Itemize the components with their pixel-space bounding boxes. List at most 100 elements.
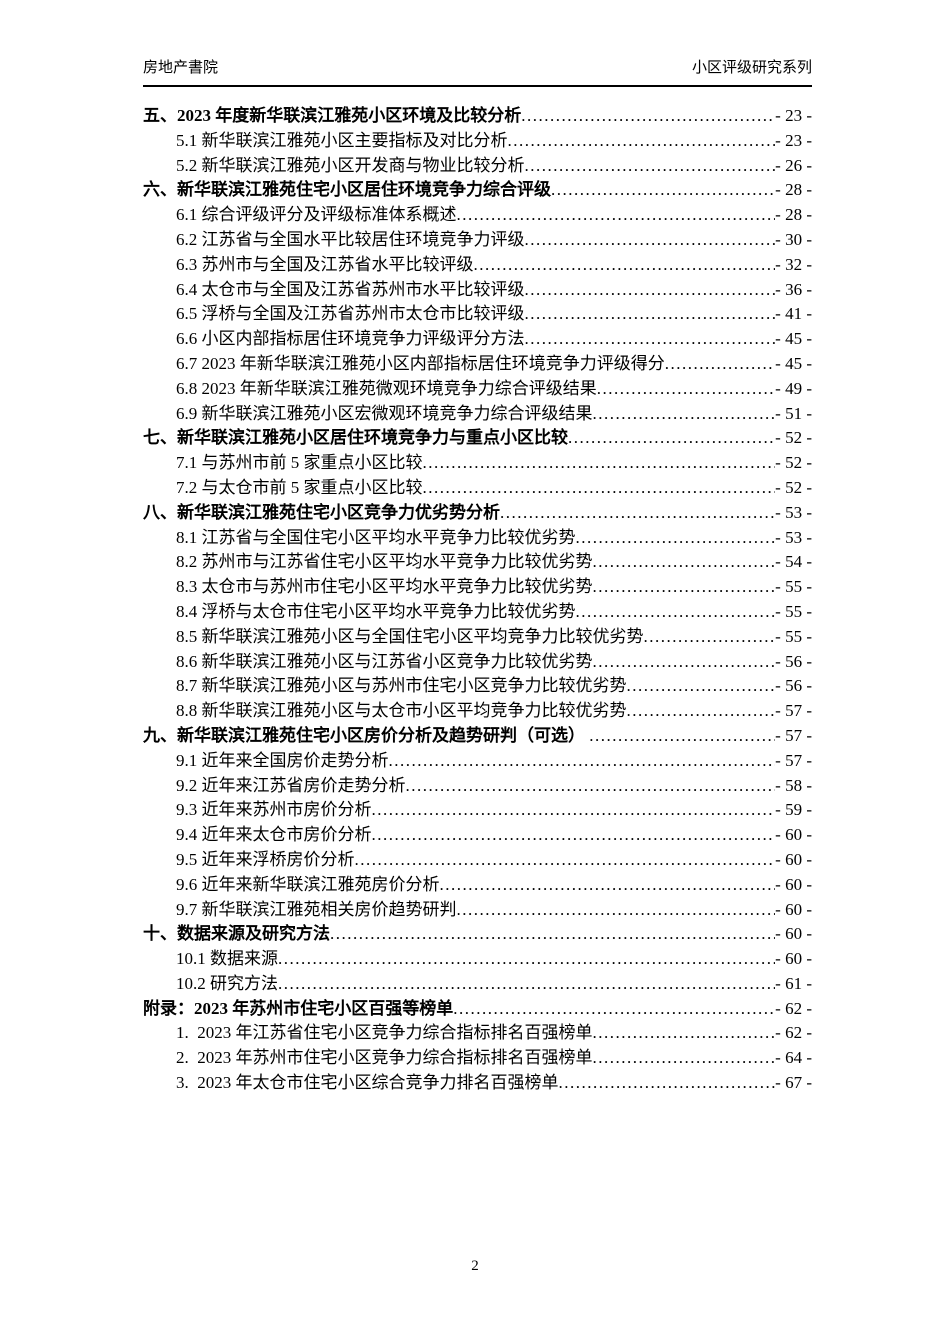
- toc-entry: 8.5 新华联滨江雅苑小区与全国住宅小区平均竞争力比较优劣势 - 55 -: [143, 625, 812, 650]
- toc-entry-leader-dots: [423, 451, 776, 476]
- toc-entry-label: 9.3 近年来苏州市房价分析: [176, 800, 372, 820]
- header-left-title: 房地产書院: [143, 60, 219, 76]
- toc-entry-page-number: - 55 -: [775, 577, 812, 597]
- toc-entry-label: 八、新华联滨江雅苑住宅小区竞争力优劣势分析: [143, 502, 500, 522]
- toc-entry-leader-dots: [593, 1021, 776, 1046]
- toc-entry-leader-dots: [453, 997, 775, 1022]
- toc-entry-label: 6.3 苏州市与全国及江苏省水平比较评级: [176, 254, 474, 274]
- footer-page-number: 2: [471, 1258, 479, 1274]
- toc-entry: 附录：2023 年苏州市住宅小区百强等榜单 - 62 -: [143, 997, 812, 1022]
- toc-entry: 8.1 江苏省与全国住宅小区平均水平竞争力比较优劣势 - 53 -: [143, 526, 812, 551]
- toc-entry-leader-dots: [372, 798, 776, 823]
- toc-entry-label: 6.5 浮桥与全国及江苏省苏州市太仓市比较评级: [176, 304, 525, 324]
- toc-entry-page-number: - 53 -: [775, 502, 812, 522]
- toc-entry: 6.1 综合评级评分及评级标准体系概述 - 28 -: [143, 203, 812, 228]
- toc-entry-page-number: - 28 -: [775, 180, 812, 200]
- toc-entry-page-number: - 52 -: [775, 453, 812, 473]
- toc-entry-leader-dots: [440, 873, 776, 898]
- toc-entry-label: 10.2 研究方法: [176, 973, 278, 993]
- toc-entry-page-number: - 54 -: [775, 552, 812, 572]
- toc-entry-leader-dots: [644, 625, 776, 650]
- toc-entry-page-number: - 60 -: [775, 825, 812, 845]
- toc-entry-page-number: - 57 -: [775, 750, 812, 770]
- header-right-title: 小区评级研究系列: [691, 60, 812, 76]
- toc-entry-leader-dots: [627, 674, 776, 699]
- toc-entry-leader-dots: [525, 302, 776, 327]
- toc-entry-leader-dots: [500, 501, 775, 526]
- toc-entry-label: 6.8 2023 年新华联滨江雅苑微观环境竞争力综合评级结果: [176, 378, 597, 398]
- toc-entry: 6.3 苏州市与全国及江苏省水平比较评级 - 32 -: [143, 253, 812, 278]
- toc-entry-label: 8.8 新华联滨江雅苑小区与太仓市小区平均竞争力比较优劣势: [176, 701, 627, 721]
- toc-entry-label: 9.7 新华联滨江雅苑相关房价趋势研判: [176, 899, 457, 919]
- toc-entry-leader-dots: [372, 823, 776, 848]
- toc-entry-page-number: - 45 -: [775, 329, 812, 349]
- toc-entry-leader-dots: [576, 526, 776, 551]
- toc-list: 五、2023 年度新华联滨江雅苑小区环境及比较分析 - 23 - 5.1 新华联…: [143, 104, 812, 1096]
- toc-entry-leader-dots: [355, 848, 776, 873]
- toc-entry-label: 1. 2023 年江苏省住宅小区竞争力综合指标排名百强榜单: [176, 1023, 593, 1043]
- toc-entry-page-number: - 28 -: [775, 205, 812, 225]
- toc-entry: 10.2 研究方法 - 61 -: [143, 972, 812, 997]
- toc-entry-label: 6.7 2023 年新华联滨江雅苑小区内部指标居住环境竞争力评级得分: [176, 353, 665, 373]
- toc-entry-leader-dots: [589, 724, 775, 749]
- toc-entry-leader-dots: [525, 327, 776, 352]
- toc-entry: 7.1 与苏州市前 5 家重点小区比较 - 52 -: [143, 451, 812, 476]
- toc-entry-leader-dots: [559, 1071, 776, 1096]
- toc-entry-page-number: - 32 -: [775, 254, 812, 274]
- toc-entry: 6.8 2023 年新华联滨江雅苑微观环境竞争力综合评级结果 - 49 -: [143, 377, 812, 402]
- toc-entry-label: 9.5 近年来浮桥房价分析: [176, 849, 355, 869]
- toc-entry: 五、2023 年度新华联滨江雅苑小区环境及比较分析 - 23 -: [143, 104, 812, 129]
- toc-entry: 八、新华联滨江雅苑住宅小区竞争力优劣势分析 - 53 -: [143, 501, 812, 526]
- toc-entry: 七、新华联滨江雅苑小区居住环境竞争力与重点小区比较 - 52 -: [143, 426, 812, 451]
- toc-entry-label: 8.5 新华联滨江雅苑小区与全国住宅小区平均竞争力比较优劣势: [176, 626, 644, 646]
- toc-entry-page-number: - 52 -: [775, 428, 812, 448]
- toc-entry-page-number: - 62 -: [775, 1023, 812, 1043]
- toc-entry-page-number: - 23 -: [775, 130, 812, 150]
- toc-entry-page-number: - 30 -: [775, 229, 812, 249]
- page-header: 房地产書院 小区评级研究系列: [143, 58, 812, 87]
- toc-entry: 六、新华联滨江雅苑住宅小区居住环境竞争力综合评级 - 28 -: [143, 178, 812, 203]
- toc-entry-label: 8.2 苏州市与江苏省住宅小区平均水平竞争力比较优劣势: [176, 552, 593, 572]
- toc-entry-label: 6.1 综合评级评分及评级标准体系概述: [176, 205, 457, 225]
- toc-entry: 9.5 近年来浮桥房价分析 - 60 -: [143, 848, 812, 873]
- toc-entry-leader-dots: [593, 402, 776, 427]
- toc-entry-leader-dots: [423, 476, 776, 501]
- toc-entry-leader-dots: [474, 253, 776, 278]
- toc-entry: 8.2 苏州市与江苏省住宅小区平均水平竞争力比较优劣势 - 54 -: [143, 550, 812, 575]
- toc-entry-page-number: - 60 -: [775, 899, 812, 919]
- toc-entry-label: 3. 2023 年太仓市住宅小区综合竞争力排名百强榜单: [176, 1073, 559, 1093]
- toc-entry-leader-dots: [593, 575, 776, 600]
- toc-entry-page-number: - 60 -: [775, 849, 812, 869]
- toc-entry-leader-dots: [576, 600, 776, 625]
- toc-entry-page-number: - 60 -: [775, 924, 812, 944]
- toc-entry: 5.2 新华联滨江雅苑小区开发商与物业比较分析 - 26 -: [143, 154, 812, 179]
- toc-entry-leader-dots: [508, 129, 776, 154]
- toc-entry: 8.3 太仓市与苏州市住宅小区平均水平竞争力比较优劣势 - 55 -: [143, 575, 812, 600]
- toc-entry-label: 2. 2023 年苏州市住宅小区竞争力综合指标排名百强榜单: [176, 1048, 593, 1068]
- toc-entry-label: 7.2 与太仓市前 5 家重点小区比较: [176, 477, 423, 497]
- toc-entry: 8.8 新华联滨江雅苑小区与太仓市小区平均竞争力比较优劣势 - 57 -: [143, 699, 812, 724]
- toc-entry: 7.2 与太仓市前 5 家重点小区比较 - 52 -: [143, 476, 812, 501]
- toc-entry-label: 附录：2023 年苏州市住宅小区百强等榜单: [143, 998, 454, 1018]
- toc-entry-page-number: - 56 -: [775, 651, 812, 671]
- toc-entry-leader-dots: [278, 972, 775, 997]
- toc-entry-leader-dots: [278, 947, 775, 972]
- toc-entry-label: 九、新华联滨江雅苑住宅小区房价分析及趋势研判（可选）: [143, 725, 590, 745]
- toc-entry-page-number: - 26 -: [775, 155, 812, 175]
- toc-entry-page-number: - 55 -: [775, 626, 812, 646]
- toc-entry-leader-dots: [525, 228, 776, 253]
- toc-entry-page-number: - 57 -: [775, 701, 812, 721]
- toc-entry: 5.1 新华联滨江雅苑小区主要指标及对比分析 - 23 -: [143, 129, 812, 154]
- toc-entry-leader-dots: [525, 154, 776, 179]
- toc-entry-label: 8.7 新华联滨江雅苑小区与苏州市住宅小区竞争力比较优劣势: [176, 676, 627, 696]
- toc-entry-leader-dots: [568, 426, 775, 451]
- toc-entry-page-number: - 52 -: [775, 477, 812, 497]
- toc-entry: 10.1 数据来源 - 60 -: [143, 947, 812, 972]
- toc-entry-label: 9.2 近年来江苏省房价走势分析: [176, 775, 406, 795]
- toc-entry-label: 9.1 近年来全国房价走势分析: [176, 750, 389, 770]
- toc-entry-label: 9.6 近年来新华联滨江雅苑房价分析: [176, 874, 440, 894]
- toc-entry-label: 5.1 新华联滨江雅苑小区主要指标及对比分析: [176, 130, 508, 150]
- toc-entry-page-number: - 67 -: [775, 1073, 812, 1093]
- toc-entry-leader-dots: [597, 377, 775, 402]
- toc-entry: 9.3 近年来苏州市房价分析 - 59 -: [143, 798, 812, 823]
